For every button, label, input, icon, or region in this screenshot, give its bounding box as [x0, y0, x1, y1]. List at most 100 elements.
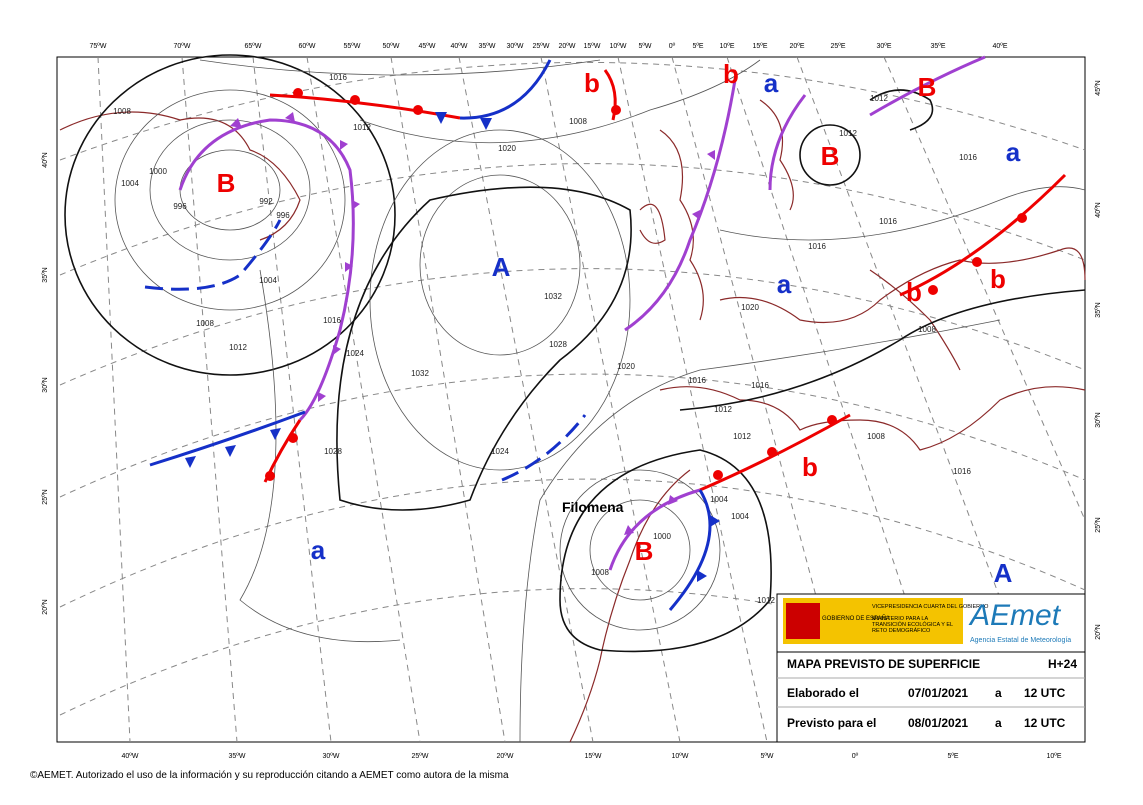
graticule — [59, 56, 1086, 743]
isobar-label: 1028 — [324, 447, 342, 456]
isobar-label: 1012 — [229, 343, 247, 352]
isobar-label: 1012 — [839, 129, 857, 138]
isobar-label: 1016 — [953, 467, 971, 476]
lat-label: 25ºN — [1095, 517, 1102, 532]
lon-label: 20ºW — [497, 753, 514, 760]
lon-label: 40ºW — [122, 753, 139, 760]
footer: ©AEMET. Autorizado el uso de la informac… — [30, 770, 509, 781]
lat-label: 35ºN — [42, 267, 49, 282]
isobar-label: 1020 — [498, 144, 516, 153]
lon-label: 20ºW — [559, 43, 576, 50]
isobar-label: 1004 — [259, 276, 277, 285]
lon-label: 0º — [669, 43, 676, 50]
lon-label: 5ºW — [760, 753, 773, 760]
lat-label: 40ºN — [1095, 202, 1102, 217]
isobar-label: 1012 — [714, 405, 732, 414]
isobar-label: 992 — [259, 197, 273, 206]
pressure-system: b — [584, 68, 600, 98]
isobar-label: 1024 — [491, 447, 509, 456]
fronts — [144, 55, 1067, 611]
lat-label: 20ºN — [1095, 624, 1102, 639]
lat-label: 30ºN — [1095, 412, 1102, 427]
lon-label: 10ºW — [672, 753, 689, 760]
gov-text: GOBIERNO DE ESPAÑA — [822, 615, 890, 622]
row-label: Elaborado el — [787, 686, 859, 700]
lon-label: 30ºW — [323, 753, 340, 760]
lon-label: 0º — [852, 753, 859, 760]
isobar-label: 1012 — [353, 123, 371, 132]
lat-label: 20ºN — [42, 599, 49, 614]
pressure-system: a — [1006, 137, 1021, 167]
isobar-label: 996 — [173, 202, 187, 211]
lat-label: 30ºN — [42, 377, 49, 392]
row-date: 08/01/2021 — [908, 716, 968, 730]
pressure-system: B — [635, 536, 654, 566]
lon-label: 25ºW — [533, 43, 550, 50]
isobar-label: 1016 — [751, 381, 769, 390]
isobar-label: 1008 — [918, 325, 936, 334]
isobar-label: 1016 — [959, 153, 977, 162]
pressure-system: b — [723, 59, 739, 89]
pressure-system: B — [918, 72, 937, 102]
isobar-label: 1032 — [411, 369, 429, 378]
lon-label: 10ºE — [1046, 753, 1061, 760]
pressure-system: B — [217, 168, 236, 198]
isobar-label: 1000 — [149, 167, 167, 176]
pressure-system: a — [764, 68, 779, 98]
lon-label: 55ºW — [344, 43, 361, 50]
lon-label: 10ºE — [719, 43, 734, 50]
isobar-label: 1004 — [731, 512, 749, 521]
isobar-label: 1028 — [549, 340, 567, 349]
isobar-label: 1016 — [808, 242, 826, 251]
row-date: 07/01/2021 — [908, 686, 968, 700]
isobar-label: 1012 — [757, 596, 775, 605]
pressure-system: a — [311, 535, 326, 565]
lon-label: 25ºW — [412, 753, 429, 760]
lat-label: 45ºN — [1095, 80, 1102, 95]
isobar-label: 1012 — [870, 94, 888, 103]
lon-label: 40ºW — [451, 43, 468, 50]
lon-label: 5ºE — [947, 753, 958, 760]
isobar-label: 1016 — [879, 217, 897, 226]
pressure-system: b — [802, 452, 818, 482]
info-box: GOBIERNO DE ESPAÑA VICEPRESIDENCIA CUART… — [776, 593, 1086, 743]
isobar-label: 1016 — [323, 316, 341, 325]
isobar-label: 996 — [276, 211, 290, 220]
ministry-text: MINISTERIO PARA LA TRANSICIÓN ECOLÓGICA … — [872, 616, 953, 634]
row-time: 12 UTC — [1024, 716, 1066, 730]
lon-label: 40ºE — [992, 43, 1007, 50]
lon-label: 35ºW — [479, 43, 496, 50]
isobar-label: 1008 — [591, 568, 609, 577]
isobar-label: 1008 — [196, 319, 214, 328]
lon-label: 50ºW — [383, 43, 400, 50]
storm-name: Filomena — [562, 499, 624, 515]
isobar-label: 1008 — [867, 432, 885, 441]
lon-label: 65ºW — [245, 43, 262, 50]
isobar-label: 1020 — [617, 362, 635, 371]
coastlines — [59, 99, 1086, 743]
pressure-system: a — [777, 269, 792, 299]
lon-label: 20ºE — [789, 43, 804, 50]
lat-label: 35ºN — [1095, 302, 1102, 317]
row-label: Previsto para el — [787, 716, 876, 730]
lon-label: 35ºE — [930, 43, 945, 50]
info-range: H+24 — [1048, 657, 1077, 671]
lon-label: 15ºE — [752, 43, 767, 50]
lon-label: 5ºE — [692, 43, 703, 50]
lon-label: 70ºW — [174, 43, 191, 50]
lon-label: 35ºW — [229, 753, 246, 760]
row-sep: a — [995, 686, 1002, 700]
pressure-system: b — [906, 277, 922, 307]
lon-label: 25ºE — [830, 43, 845, 50]
lon-label: 30ºW — [507, 43, 524, 50]
lon-label: 30ºE — [876, 43, 891, 50]
pressure-system: A — [994, 558, 1013, 588]
isobar-label: 1016 — [688, 376, 706, 385]
lon-label: 75ºW — [90, 43, 107, 50]
lat-label: 40ºN — [42, 152, 49, 167]
isobar-label: 1020 — [741, 303, 759, 312]
isobar-label: 1000 — [653, 532, 671, 541]
vice-text: VICEPRESIDENCIA CUARTA DEL GOBIERNO — [872, 604, 989, 610]
pressure-system: A — [492, 252, 511, 282]
